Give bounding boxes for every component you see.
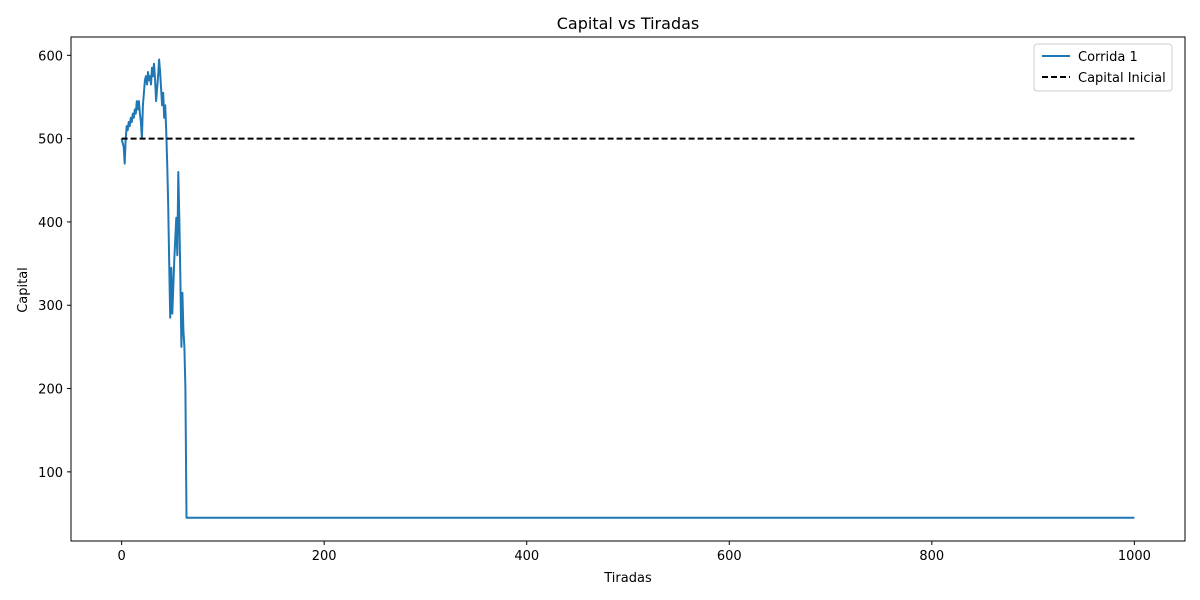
plot-area (70, 36, 1186, 542)
series-layer (120, 58, 1135, 519)
x-tick-label: 1000 (1118, 549, 1151, 564)
y-axis-ticks: 100 200 300 400 500 600 (38, 49, 71, 481)
legend-label-capital-inicial: Capital Inicial (1078, 71, 1166, 86)
x-axis-ticks: 0 200 400 600 800 1000 (117, 541, 1151, 564)
y-tick-label: 600 (38, 49, 63, 64)
plot-frame (70, 36, 1186, 542)
x-tick-label: 600 (717, 549, 742, 564)
y-tick-label: 400 (38, 216, 63, 231)
x-axis-label: Tiradas (603, 571, 652, 586)
series-line-corrida-1 (120, 58, 1135, 519)
x-tick-label: 400 (514, 549, 539, 564)
x-tick-label: 200 (312, 549, 337, 564)
y-axis-label: Capital (16, 267, 31, 313)
legend: Corrida 1 Capital Inicial (1033, 43, 1173, 92)
chart-title: Capital vs Tiradas (557, 14, 699, 33)
y-tick-label: 100 (38, 466, 63, 481)
x-tick-label: 0 (117, 549, 125, 564)
y-tick-label: 200 (38, 383, 63, 398)
x-tick-label: 800 (919, 549, 944, 564)
y-tick-label: 500 (38, 133, 63, 148)
y-tick-label: 300 (38, 299, 63, 314)
legend-label-corrida-1: Corrida 1 (1078, 50, 1138, 65)
